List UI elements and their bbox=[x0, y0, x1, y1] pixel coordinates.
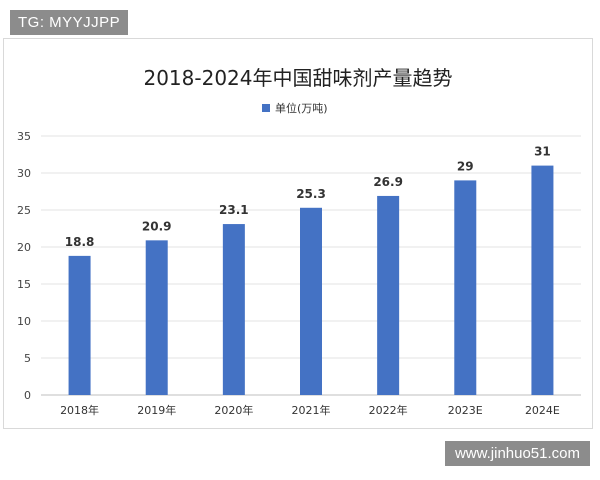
bar bbox=[531, 165, 554, 395]
x-tick-label: 2023E bbox=[448, 404, 483, 417]
bar bbox=[300, 207, 322, 395]
data-labels: 18.8 20.9 23.1 25.3 26.9 29 31 bbox=[65, 145, 551, 249]
bar bbox=[68, 255, 91, 395]
y-tick-label: 5 bbox=[24, 352, 31, 365]
y-tick-label: 20 bbox=[17, 241, 31, 254]
data-label: 26.9 bbox=[373, 175, 403, 189]
data-label: 20.9 bbox=[142, 219, 172, 233]
bars bbox=[68, 165, 554, 395]
x-tick-label: 2019年 bbox=[137, 403, 176, 417]
data-label: 25.3 bbox=[296, 187, 326, 201]
y-tick-label: 0 bbox=[24, 389, 31, 402]
x-tick-label: 2021年 bbox=[292, 403, 331, 417]
x-tick-label: 2020年 bbox=[214, 403, 253, 417]
watermark-bottom-right: www.jinhuo51.com bbox=[444, 441, 590, 466]
bar bbox=[222, 224, 245, 395]
x-tick-labels: 2018年 2019年 2020年 2021年 2022年 2023E 2024E bbox=[60, 403, 560, 417]
data-label: 31 bbox=[534, 145, 551, 159]
bar bbox=[377, 195, 400, 395]
y-tick-labels: 0 5 10 15 20 25 30 35 bbox=[17, 130, 31, 402]
chart-title: 2018-2024年中国甜味剂产量趋势 bbox=[143, 66, 452, 90]
bar bbox=[145, 240, 168, 395]
x-tick-label: 2018年 bbox=[60, 403, 99, 417]
x-tick-label: 2024E bbox=[525, 404, 560, 417]
data-label: 29 bbox=[457, 159, 474, 173]
legend: 单位(万吨) bbox=[262, 101, 328, 115]
legend-swatch bbox=[262, 104, 270, 112]
bar-chart: 2018-2024年中国甜味剂产量趋势 单位(万吨) 0 5 10 15 20 25 30 3… bbox=[17, 66, 581, 417]
chart-frame: 2018-2024年中国甜味剂产量趋势 单位(万吨) 0 5 10 15 20 25 30 3… bbox=[3, 38, 593, 429]
data-label: 23.1 bbox=[219, 203, 249, 217]
y-tick-label: 35 bbox=[17, 130, 31, 143]
y-tick-label: 10 bbox=[17, 315, 31, 328]
x-tick-label: 2022年 bbox=[369, 403, 408, 417]
data-label: 18.8 bbox=[65, 235, 95, 249]
y-tick-label: 15 bbox=[17, 278, 31, 291]
y-tick-label: 25 bbox=[17, 204, 31, 217]
bar bbox=[454, 180, 477, 395]
y-tick-label: 30 bbox=[17, 167, 31, 180]
legend-label: 单位(万吨) bbox=[275, 101, 328, 115]
watermark-top-left: TG: MYYJJPP bbox=[10, 10, 129, 35]
